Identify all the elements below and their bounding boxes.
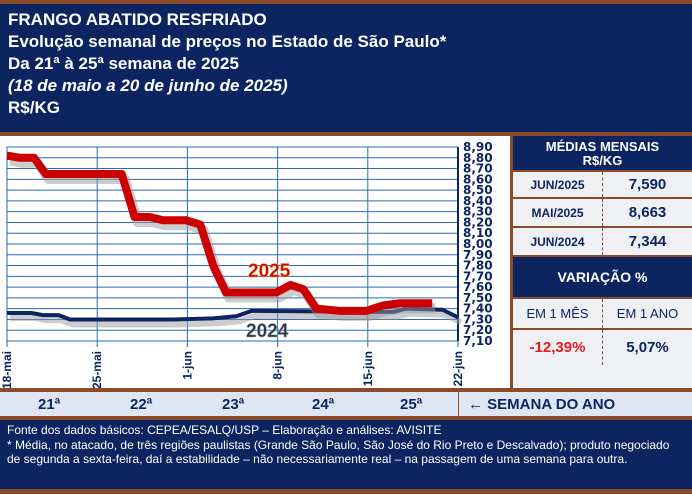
month-value: 8,663: [628, 204, 667, 221]
y-tick-label: 8,60: [463, 172, 493, 186]
chart-header: FRANGO ABATIDO RESFRIADO Evolução semana…: [0, 0, 692, 136]
y-tick-label: 8,70: [463, 162, 493, 176]
week-divider: [458, 392, 459, 416]
source-note: Fonte dos dados básicos: CEPEA/ESALQ/USP…: [7, 423, 442, 437]
y-tick-label: 8,40: [463, 194, 493, 208]
week-label: 25ª: [400, 396, 423, 413]
x-tick-label: 8-jun: [271, 351, 285, 380]
y-tick-label: 8,00: [463, 237, 493, 251]
footer: Fonte dos dados básicos: CEPEA/ESALQ/USP…: [0, 420, 692, 494]
y-tick-label: 7,10: [463, 334, 493, 348]
y-tick-label: 8,50: [463, 183, 493, 197]
period: (18 de maio a 20 de junho de 2025): [8, 76, 288, 95]
variation-title: VARIAÇÃO %: [513, 257, 692, 297]
y-tick-label: 7,90: [463, 248, 493, 262]
series-line-2025: [6, 151, 433, 315]
series-shadow: [10, 310, 463, 328]
month-label: JUN/2025: [513, 172, 603, 197]
weeks-range: Da 21ª à 25ª semana de 2025: [8, 54, 239, 73]
monthly-row: MAI/2025 8,663: [513, 199, 692, 228]
y-tick-label: 7,30: [463, 312, 493, 326]
y-tick-label: 7,80: [463, 259, 493, 273]
variation-header-row: EM 1 MÊS EM 1 ANO: [513, 297, 692, 330]
var-month-value: -12,39%: [513, 330, 603, 365]
series-label-2025: 2025: [248, 261, 291, 282]
var-year-value: 5,07%: [626, 339, 669, 356]
monthly-title: MÉDIAS MENSAIS: [545, 139, 660, 154]
week-label: 22ª: [130, 396, 153, 413]
monthly-row: JUN/2025 7,590: [513, 170, 692, 199]
y-tick-label: 7,40: [463, 302, 493, 316]
y-tick-label: 7,70: [463, 269, 493, 283]
title: FRANGO ABATIDO RESFRIADO: [8, 10, 267, 29]
x-tick-label: 25-mai: [90, 351, 104, 388]
week-label: 23ª: [222, 396, 245, 413]
x-tick-label: 18-mai: [0, 351, 14, 388]
week-axis-label: ← SEMANA DO ANO: [468, 396, 616, 413]
y-tick-label: 8,10: [463, 226, 493, 240]
x-tick-label: 15-jun: [361, 351, 375, 386]
y-tick-label: 7,20: [463, 323, 493, 337]
var-header: EM 1 ANO: [616, 306, 679, 321]
chart-svg: 8,908,808,708,608,508,408,308,208,108,00…: [0, 140, 493, 388]
month-value: 7,590: [628, 176, 667, 193]
subtitle: Evolução semanal de preços no Estado de …: [8, 32, 447, 51]
month-label: JUN/2024: [513, 228, 603, 255]
y-tick-label: 8,90: [463, 140, 493, 154]
y-tick-label: 7,60: [463, 280, 493, 294]
y-tick-label: 8,20: [463, 215, 493, 229]
week-label: 21ª: [38, 396, 61, 413]
price-chart: 8,90 8,80 8,70 8,60 8,50 8,40 8,30 8,20 8,10 8,00…: [0, 138, 510, 388]
y-tick-label: 8,80: [463, 151, 493, 165]
week-row: 21ª 22ª 23ª 24ª 25ª ← SEMANA DO ANO: [0, 388, 692, 420]
month-label: MAI/2025: [513, 199, 603, 226]
month-value: 7,344: [628, 233, 667, 250]
unit: R$/KG: [8, 98, 60, 117]
variation-values-row: -12,39% 5,07%: [513, 330, 692, 365]
series-label-2024: 2024: [246, 321, 289, 342]
monthly-row: JUN/2024 7,344: [513, 228, 692, 257]
var-header: EM 1 MÊS: [513, 299, 603, 328]
x-tick-label: 1-jun: [180, 351, 194, 380]
monthly-header: MÉDIAS MENSAIS R$/KG: [513, 136, 692, 170]
week-label: 24ª: [312, 396, 335, 413]
x-tick-label: 22-jun: [451, 351, 465, 386]
y-tick-label: 8,30: [463, 205, 493, 219]
y-tick-label: 7,50: [463, 291, 493, 305]
footnote: * Média, no atacado, de três regiões pau…: [7, 437, 670, 467]
stats-panel: MÉDIAS MENSAIS R$/KG JUN/2025 7,590 MAI/2…: [510, 136, 692, 388]
monthly-unit: R$/KG: [582, 153, 623, 168]
